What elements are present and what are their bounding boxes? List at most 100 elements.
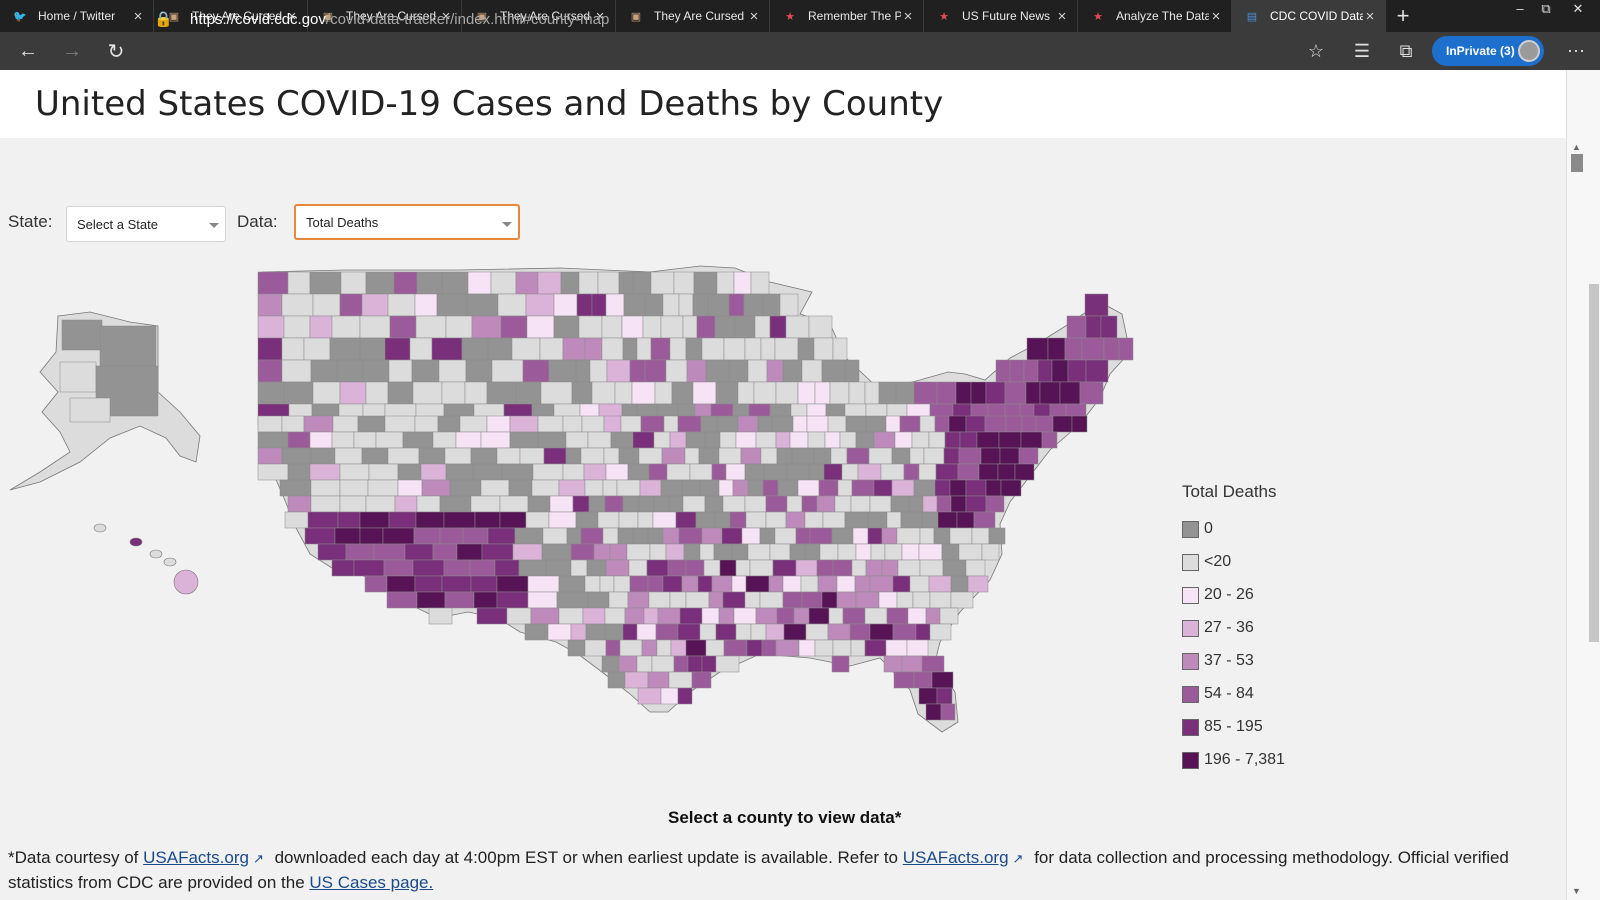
county[interactable] xyxy=(940,703,956,721)
county[interactable] xyxy=(553,315,580,339)
county[interactable] xyxy=(578,315,603,339)
county[interactable] xyxy=(558,479,586,497)
county[interactable] xyxy=(775,639,800,657)
county[interactable] xyxy=(985,495,1005,513)
county[interactable] xyxy=(744,495,767,513)
tab-5[interactable]: ▣ They Are Cursed × xyxy=(616,0,770,32)
county[interactable] xyxy=(934,415,950,433)
county[interactable] xyxy=(624,671,649,689)
county[interactable] xyxy=(1118,337,1134,361)
county[interactable] xyxy=(734,315,756,339)
county[interactable] xyxy=(304,527,336,545)
county[interactable] xyxy=(432,543,458,561)
county[interactable] xyxy=(733,271,752,295)
county[interactable] xyxy=(935,463,959,481)
county[interactable] xyxy=(713,543,733,561)
county[interactable] xyxy=(496,575,529,593)
county[interactable] xyxy=(873,431,896,449)
county[interactable] xyxy=(759,527,776,545)
county[interactable] xyxy=(878,381,897,405)
county[interactable] xyxy=(701,337,725,361)
county[interactable] xyxy=(918,687,938,705)
county[interactable] xyxy=(618,447,640,465)
county[interactable] xyxy=(800,575,819,593)
county[interactable] xyxy=(469,559,496,577)
county[interactable] xyxy=(750,623,767,641)
county[interactable] xyxy=(638,495,655,513)
county[interactable] xyxy=(919,559,944,577)
county[interactable] xyxy=(821,359,846,383)
scrollbar-thumb[interactable] xyxy=(1571,154,1583,172)
county[interactable] xyxy=(509,415,539,433)
county-map[interactable] xyxy=(0,262,1160,802)
county[interactable] xyxy=(387,381,414,405)
county[interactable] xyxy=(337,511,361,529)
county[interactable] xyxy=(985,479,1002,497)
county[interactable] xyxy=(978,463,999,481)
county[interactable] xyxy=(708,591,724,609)
county[interactable] xyxy=(474,511,501,529)
county[interactable] xyxy=(412,381,443,405)
county[interactable] xyxy=(597,271,620,295)
county[interactable] xyxy=(553,293,578,317)
county[interactable] xyxy=(689,463,713,481)
county[interactable] xyxy=(1021,415,1037,433)
county[interactable] xyxy=(444,447,472,465)
county[interactable] xyxy=(648,591,671,609)
county[interactable] xyxy=(606,359,631,383)
tab-9[interactable]: ▤ CDC COVID Data × xyxy=(1232,0,1386,32)
county[interactable] xyxy=(913,381,938,405)
county[interactable] xyxy=(650,271,675,295)
county[interactable] xyxy=(729,511,747,529)
county[interactable] xyxy=(775,381,799,405)
county[interactable] xyxy=(439,527,464,545)
county[interactable] xyxy=(851,479,875,497)
county[interactable] xyxy=(995,359,1011,383)
county[interactable] xyxy=(870,543,886,561)
county[interactable] xyxy=(737,415,759,433)
county[interactable] xyxy=(691,671,712,689)
county[interactable] xyxy=(937,511,958,529)
county[interactable] xyxy=(562,415,583,433)
county[interactable] xyxy=(508,479,533,497)
county[interactable] xyxy=(339,293,363,317)
county[interactable] xyxy=(928,575,952,593)
county[interactable] xyxy=(626,543,651,561)
county[interactable] xyxy=(824,431,841,449)
county[interactable] xyxy=(613,575,631,593)
county[interactable] xyxy=(868,447,893,465)
county[interactable] xyxy=(610,431,634,449)
county[interactable] xyxy=(602,479,618,497)
county[interactable] xyxy=(547,623,572,641)
county[interactable] xyxy=(1052,415,1073,433)
county[interactable] xyxy=(891,447,911,465)
county[interactable] xyxy=(149,549,163,559)
county[interactable] xyxy=(711,575,733,593)
county[interactable] xyxy=(763,463,788,481)
county[interactable] xyxy=(593,543,611,561)
county[interactable] xyxy=(331,431,355,449)
county[interactable] xyxy=(530,607,560,625)
county[interactable] xyxy=(345,543,375,561)
county[interactable] xyxy=(942,559,967,577)
county[interactable] xyxy=(599,575,615,593)
county[interactable] xyxy=(515,271,539,295)
county[interactable] xyxy=(685,431,706,449)
county[interactable] xyxy=(772,559,797,577)
county[interactable] xyxy=(1025,381,1041,405)
county[interactable] xyxy=(698,447,720,465)
county[interactable] xyxy=(907,607,927,625)
county[interactable] xyxy=(678,527,703,545)
county[interactable] xyxy=(383,559,414,577)
county[interactable] xyxy=(896,591,914,609)
county[interactable] xyxy=(591,293,607,317)
county[interactable] xyxy=(416,591,446,609)
county[interactable] xyxy=(718,607,735,625)
county[interactable] xyxy=(728,359,749,383)
county[interactable] xyxy=(999,447,1020,465)
county[interactable] xyxy=(651,655,675,673)
county[interactable] xyxy=(388,359,413,383)
county[interactable] xyxy=(449,479,482,497)
county[interactable] xyxy=(814,381,831,405)
county[interactable] xyxy=(844,511,869,529)
